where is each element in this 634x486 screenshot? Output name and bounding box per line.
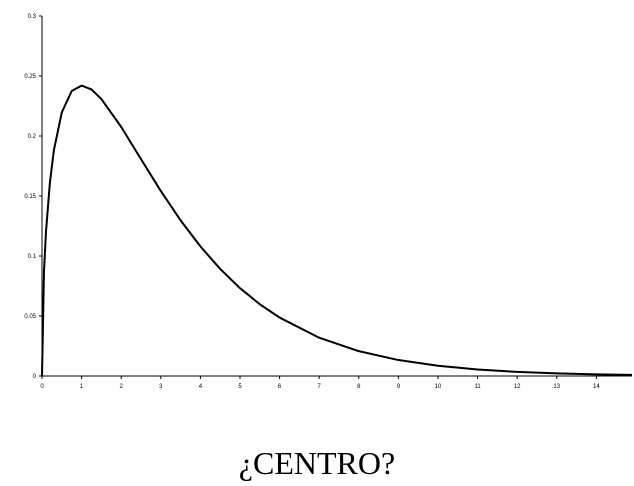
chart-title: ¿CENTRO? bbox=[239, 445, 395, 481]
x-tick-label: 3 bbox=[159, 384, 163, 390]
y-tick-label: 0.2 bbox=[28, 134, 37, 140]
y-tick-label: 0.3 bbox=[28, 14, 37, 20]
x-tick-label: 6 bbox=[278, 384, 282, 390]
x-tick-label: 4 bbox=[199, 384, 203, 390]
x-tick-label: 7 bbox=[318, 384, 322, 390]
y-tick-label: 0.25 bbox=[24, 74, 36, 80]
x-tick-label: 9 bbox=[397, 384, 401, 390]
x-tick-label: 0 bbox=[40, 384, 44, 390]
x-tick-label: 11 bbox=[474, 384, 481, 390]
x-tick-label: 13 bbox=[553, 384, 560, 390]
x-tick-label: 5 bbox=[238, 384, 242, 390]
y-tick-label: 0.15 bbox=[24, 194, 36, 200]
y-tick-label: 0.1 bbox=[28, 254, 37, 260]
line bbox=[41, 84, 633, 377]
x-tick-label: 2 bbox=[120, 384, 124, 390]
x-tick-label: 10 bbox=[435, 384, 442, 390]
y-tick-label: 0 bbox=[33, 374, 37, 380]
x-tick-label: 8 bbox=[357, 384, 361, 390]
x-tick-label: 12 bbox=[514, 384, 521, 390]
y-tick-label: 0.05 bbox=[24, 314, 36, 320]
x-tick-label: 1 bbox=[80, 384, 84, 390]
x-tick-label: 14 bbox=[593, 384, 600, 390]
